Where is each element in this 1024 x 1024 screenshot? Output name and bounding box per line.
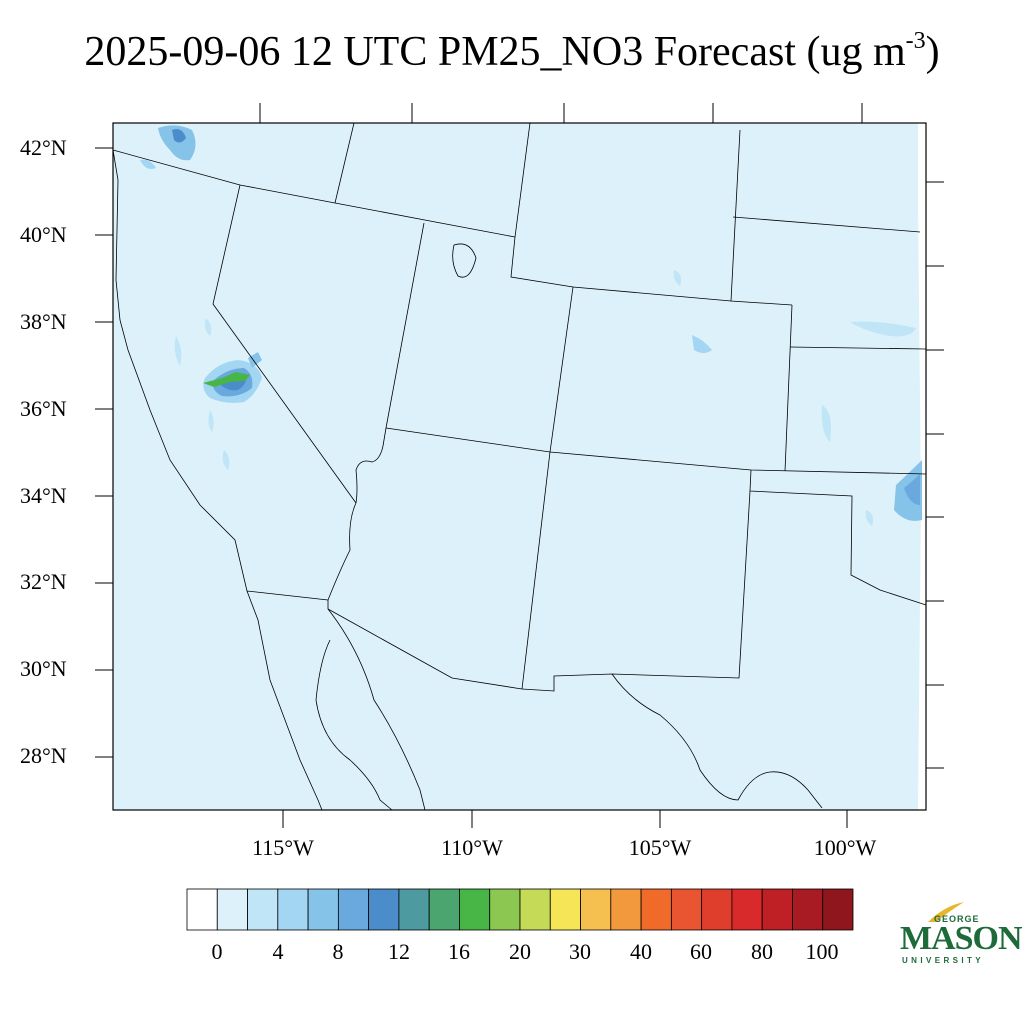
border-nm-tx bbox=[521, 490, 751, 692]
colorbar-swatch bbox=[580, 888, 612, 931]
colorbar-swatch bbox=[186, 888, 218, 931]
lat-label: 30°N bbox=[20, 656, 67, 681]
colorbar-swatch bbox=[307, 888, 339, 931]
lat-label: 28°N bbox=[20, 743, 67, 768]
colorbar-label: 40 bbox=[630, 939, 652, 964]
colorbar-swatch bbox=[640, 888, 672, 931]
colorbar-swatch bbox=[247, 888, 279, 931]
title-closing: ) bbox=[925, 29, 940, 75]
lake-mead-border bbox=[355, 445, 384, 504]
plume-colorado bbox=[692, 335, 712, 353]
sonora-gulf-coast bbox=[327, 608, 426, 811]
lat-label: 36°N bbox=[20, 396, 67, 421]
logo-mason: MASON bbox=[900, 920, 1023, 957]
colorbar-label: 80 bbox=[751, 939, 773, 964]
plume-valley-north bbox=[174, 336, 182, 366]
colorbar-swatch bbox=[277, 888, 309, 931]
plume-colorado-north bbox=[673, 270, 682, 286]
plume-oregon-coast bbox=[140, 159, 156, 169]
plume-kansas bbox=[850, 321, 916, 337]
plume-central-california-peak bbox=[203, 372, 250, 387]
longitude-labels: 115°W 110°W 105°W 100°W bbox=[252, 835, 876, 860]
lat-label: 38°N bbox=[20, 309, 67, 334]
border-wy-co bbox=[572, 286, 732, 302]
logo-swoosh-icon bbox=[928, 902, 964, 922]
colorbar-label: 60 bbox=[690, 939, 712, 964]
plume-tahoe bbox=[204, 318, 212, 336]
plume-socal bbox=[222, 450, 230, 470]
border-ne-ks bbox=[789, 346, 927, 350]
colorbar bbox=[186, 888, 854, 931]
border-id-south bbox=[334, 122, 355, 204]
map-background bbox=[113, 123, 926, 810]
border-sd-ne bbox=[732, 216, 921, 233]
title-text: 2025-09-06 12 UTC PM25_NO3 Forecast (ug … bbox=[84, 29, 906, 75]
lon-label: 105°W bbox=[629, 835, 692, 860]
colorbar-label: 4 bbox=[273, 939, 284, 964]
state-boundaries bbox=[112, 122, 927, 811]
lon-label: 100°W bbox=[814, 835, 877, 860]
border-co-ks bbox=[784, 304, 793, 472]
latitude-labels: 42°N 40°N 38°N 36°N 34°N 32°N 30°N 28°N bbox=[20, 135, 67, 768]
lat-label: 32°N bbox=[20, 569, 67, 594]
title-unit-exponent: -3 bbox=[905, 28, 926, 54]
colorbar-label: 8 bbox=[333, 939, 344, 964]
colorbar-swatch bbox=[428, 888, 460, 931]
pacific-coastline bbox=[112, 149, 323, 811]
border-az-nm-meridian bbox=[521, 286, 574, 690]
colorbar-swatch bbox=[459, 888, 491, 931]
colorbar-swatch bbox=[398, 888, 430, 931]
colorbar-labels: 0 4 8 12 16 20 30 40 60 80 100 bbox=[212, 939, 839, 964]
colorbar-swatch bbox=[731, 888, 763, 931]
colorbar-label: 0 bbox=[212, 939, 223, 964]
colorbar-swatch bbox=[216, 888, 248, 931]
colorado-river-border bbox=[327, 502, 357, 609]
border-wy-ut bbox=[510, 122, 574, 288]
border-ca-nv bbox=[212, 184, 357, 504]
colorbar-swatch bbox=[670, 888, 703, 931]
map-title: 2025-09-06 12 UTC PM25_NO3 Forecast (ug … bbox=[0, 28, 1024, 76]
colorbar-swatch bbox=[489, 888, 521, 931]
concentration-patches bbox=[140, 125, 922, 526]
university-logo: GEORGE MASON UNIVERSITY bbox=[896, 900, 1023, 970]
rio-grande-border bbox=[611, 673, 823, 809]
lat-label: 42°N bbox=[20, 135, 67, 160]
baja-gulf-coast bbox=[315, 639, 393, 811]
colorbar-swatch bbox=[337, 888, 370, 931]
logo-university: UNIVERSITY bbox=[902, 956, 985, 965]
plume-oregon bbox=[158, 125, 196, 161]
colorbar-swatch bbox=[610, 888, 642, 931]
colorbar-label: 16 bbox=[448, 939, 470, 964]
axis-ticks bbox=[95, 103, 944, 828]
colorbar-swatch bbox=[519, 888, 551, 931]
logo-george: GEORGE bbox=[934, 914, 980, 924]
map-frame bbox=[112, 122, 927, 811]
colorbar-label: 30 bbox=[569, 939, 591, 964]
colorbar-swatch bbox=[701, 888, 733, 931]
border-ok-tx bbox=[749, 469, 927, 606]
border-four-corners-lat bbox=[385, 427, 927, 475]
colorbar-label: 20 bbox=[509, 939, 531, 964]
colorbar-swatch bbox=[761, 888, 793, 931]
border-ca-mexico bbox=[246, 590, 329, 601]
plume-oregon-core bbox=[172, 129, 186, 143]
great-salt-lake bbox=[452, 243, 477, 278]
lon-label: 115°W bbox=[252, 835, 314, 860]
colorbar-label: 12 bbox=[388, 939, 410, 964]
colorbar-swatch bbox=[549, 888, 581, 931]
border-az-mexico bbox=[327, 608, 523, 690]
plume-oklahoma bbox=[821, 405, 831, 442]
colorbar-swatch bbox=[368, 888, 400, 931]
plume-texas-north bbox=[865, 510, 874, 526]
plume-texas-edge-core bbox=[904, 474, 920, 505]
colorbar-swatch bbox=[822, 888, 854, 931]
colorbar-swatch bbox=[792, 888, 824, 931]
colorbar-label: 100 bbox=[806, 939, 839, 964]
lat-label: 40°N bbox=[20, 222, 67, 247]
lat-label: 34°N bbox=[20, 483, 67, 508]
plume-sierra bbox=[248, 352, 262, 368]
lon-label: 110°W bbox=[441, 835, 503, 860]
plume-valley-south bbox=[208, 410, 214, 432]
